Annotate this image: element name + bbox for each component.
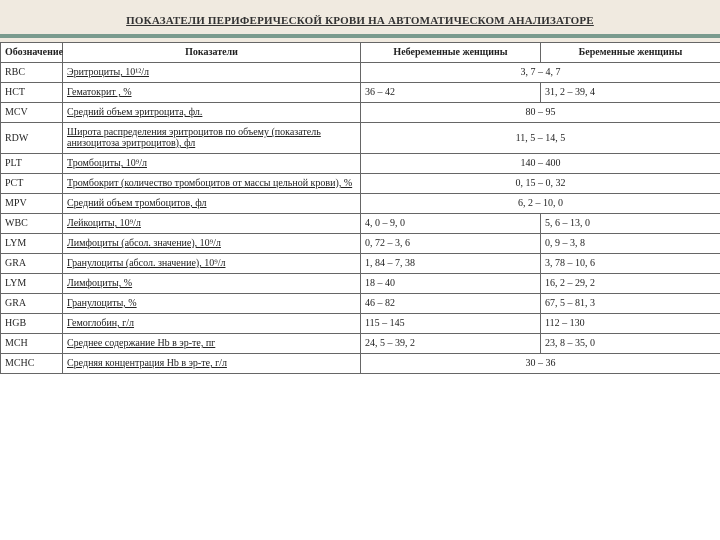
cell-value-nonpreg: 1, 84 – 7, 38	[361, 254, 541, 274]
cell-value-preg: 31, 2 – 39, 4	[541, 83, 720, 103]
cell-value-nonpreg: 115 – 145	[361, 314, 541, 334]
cell-abbr: GRA	[1, 254, 63, 274]
cell-value-nonpreg: 4, 0 – 9, 0	[361, 214, 541, 234]
table-row: MPVСредний объем тромбоцитов, фл6, 2 – 1…	[1, 194, 720, 214]
table-row: HCTГематокрит , %36 – 4231, 2 – 39, 4	[1, 83, 720, 103]
cell-indicator: Лейкоциты, 10⁹/л	[63, 214, 361, 234]
cell-value-preg: 112 – 130	[541, 314, 720, 334]
cell-value-merged: 6, 2 – 10, 0	[361, 194, 720, 214]
cell-abbr: GRA	[1, 294, 63, 314]
cell-abbr: MCV	[1, 103, 63, 123]
cell-abbr: LYM	[1, 234, 63, 254]
cell-value-preg: 16, 2 – 29, 2	[541, 274, 720, 294]
col-header-preg: Беременные женщины	[541, 43, 720, 63]
cell-value-preg: 5, 6 – 13, 0	[541, 214, 720, 234]
cell-abbr: WBC	[1, 214, 63, 234]
cell-value-nonpreg: 24, 5 – 39, 2	[361, 334, 541, 354]
cell-abbr: HGB	[1, 314, 63, 334]
col-header-abbr: Обозначение	[1, 43, 63, 63]
cell-indicator: Тромбоциты, 10⁹/л	[63, 154, 361, 174]
title-band: ПОКАЗАТЕЛИ ПЕРИФЕРИЧЕСКОЙ КРОВИ НА АВТОМ…	[0, 0, 720, 42]
cell-indicator: Тромбокрит (количество тромбоцитов от ма…	[63, 174, 361, 194]
cell-abbr: RDW	[1, 123, 63, 154]
cell-value-preg: 67, 5 – 81, 3	[541, 294, 720, 314]
cell-indicator: Гематокрит , %	[63, 83, 361, 103]
cell-abbr: PCT	[1, 174, 63, 194]
cell-value-merged: 3, 7 – 4, 7	[361, 63, 720, 83]
cell-indicator: Эритроциты, 10¹²/л	[63, 63, 361, 83]
col-header-nonpreg: Небеременные женщины	[361, 43, 541, 63]
cell-value-merged: 140 – 400	[361, 154, 720, 174]
table-row: MCHСреднее содержание Hb в эр-те, пг24, …	[1, 334, 720, 354]
cell-value-nonpreg: 46 – 82	[361, 294, 541, 314]
cell-value-merged: 0, 15 – 0, 32	[361, 174, 720, 194]
cell-abbr: MCHC	[1, 354, 63, 374]
table-row: HGBГемоглобин, г/л115 – 145112 – 130	[1, 314, 720, 334]
cell-indicator: Средняя концентрация Hb в эр-те, г/л	[63, 354, 361, 374]
cell-value-nonpreg: 0, 72 – 3, 6	[361, 234, 541, 254]
cell-indicator: Среднее содержание Hb в эр-те, пг	[63, 334, 361, 354]
cell-value-nonpreg: 18 – 40	[361, 274, 541, 294]
cell-value-merged: 30 – 36	[361, 354, 720, 374]
table-row: PLTТромбоциты, 10⁹/л140 – 400	[1, 154, 720, 174]
cell-abbr: RBC	[1, 63, 63, 83]
table-row: PCTТромбокрит (количество тромбоцитов от…	[1, 174, 720, 194]
cell-indicator: Широта распределения эритроцитов по объе…	[63, 123, 361, 154]
cell-value-merged: 11, 5 – 14, 5	[361, 123, 720, 154]
cell-indicator: Гранулоциты (абсол. значение), 10⁹/л	[63, 254, 361, 274]
table-header-row: Обозначение Показатели Небеременные женщ…	[1, 43, 720, 63]
cell-abbr: LYM	[1, 274, 63, 294]
cell-value-preg: 3, 78 – 10, 6	[541, 254, 720, 274]
cell-abbr: MPV	[1, 194, 63, 214]
table-row: GRAГранулоциты, %46 – 8267, 5 – 81, 3	[1, 294, 720, 314]
cell-indicator: Средний объем эритроцита, фл.	[63, 103, 361, 123]
table-row: RBCЭритроциты, 10¹²/л3, 7 – 4, 7	[1, 63, 720, 83]
cell-value-preg: 23, 8 – 35, 0	[541, 334, 720, 354]
cell-indicator: Гемоглобин, г/л	[63, 314, 361, 334]
cell-abbr: PLT	[1, 154, 63, 174]
table-row: GRAГранулоциты (абсол. значение), 10⁹/л1…	[1, 254, 720, 274]
cell-indicator: Гранулоциты, %	[63, 294, 361, 314]
blood-parameters-table: Обозначение Показатели Небеременные женщ…	[0, 42, 720, 374]
cell-abbr: MCH	[1, 334, 63, 354]
cell-abbr: HCT	[1, 83, 63, 103]
table-row: RDWШирота распределения эритроцитов по о…	[1, 123, 720, 154]
table-row: WBCЛейкоциты, 10⁹/л4, 0 – 9, 05, 6 – 13,…	[1, 214, 720, 234]
cell-value-merged: 80 – 95	[361, 103, 720, 123]
table-row: MCVСредний объем эритроцита, фл.80 – 95	[1, 103, 720, 123]
cell-indicator: Средний объем тромбоцитов, фл	[63, 194, 361, 214]
table-row: MCHCСредняя концентрация Hb в эр-те, г/л…	[1, 354, 720, 374]
cell-value-nonpreg: 36 – 42	[361, 83, 541, 103]
page-title: ПОКАЗАТЕЛИ ПЕРИФЕРИЧЕСКОЙ КРОВИ НА АВТОМ…	[126, 15, 594, 27]
cell-indicator: Лимфоциты (абсол. значение), 10⁹/л	[63, 234, 361, 254]
table-row: LYMЛимфоциты, %18 – 4016, 2 – 29, 2	[1, 274, 720, 294]
col-header-indicator: Показатели	[63, 43, 361, 63]
cell-value-preg: 0, 9 – 3, 8	[541, 234, 720, 254]
table-row: LYMЛимфоциты (абсол. значение), 10⁹/л0, …	[1, 234, 720, 254]
cell-indicator: Лимфоциты, %	[63, 274, 361, 294]
